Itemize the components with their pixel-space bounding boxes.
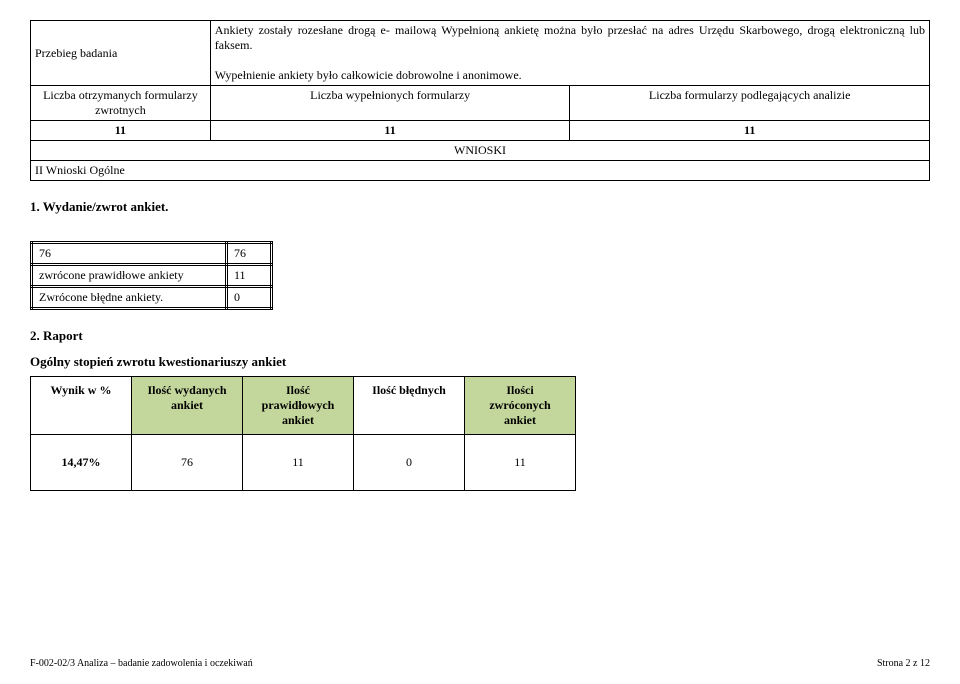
heading-2: 2. Raport bbox=[30, 328, 930, 344]
rh1: Wynik w % bbox=[31, 377, 132, 435]
header-col2: Liczba wypełnionych formularzy bbox=[210, 86, 570, 121]
header-col3: Liczba formularzy podlegających analizie bbox=[570, 86, 930, 121]
header-col1: Liczba otrzymanych formularzy zwrotnych bbox=[31, 86, 211, 121]
rh5: Ilości zwróconych ankiet bbox=[465, 377, 576, 435]
small-r2c2: 11 bbox=[227, 265, 272, 287]
small-r2c1: zwrócone prawidłowe ankiety bbox=[32, 265, 227, 287]
small-r3c2: 0 bbox=[227, 287, 272, 309]
small-r1c2: 76 bbox=[227, 243, 272, 265]
small-r1c1: 76 bbox=[32, 243, 227, 265]
rc5: 11 bbox=[465, 435, 576, 491]
rh2: Ilość wydanych ankiet bbox=[132, 377, 243, 435]
przebieg-cell: Przebieg badania bbox=[31, 21, 211, 86]
description-text: Ankiety zostały rozesłane drogą e- mailo… bbox=[215, 23, 925, 53]
rc4: 0 bbox=[354, 435, 465, 491]
footer-right: Strona 2 z 12 bbox=[877, 658, 930, 669]
wnioski-cell: WNIOSKI bbox=[31, 141, 930, 161]
footer-left: F-002-02/3 Analiza – badanie zadowolenia… bbox=[30, 658, 253, 669]
value-col2: 11 bbox=[210, 121, 570, 141]
description-cell: Ankiety zostały rozesłane drogą e- mailo… bbox=[210, 21, 929, 86]
value-col1: 11 bbox=[31, 121, 211, 141]
small-table: 76 76 zwrócone prawidłowe ankiety 11 Zwr… bbox=[30, 241, 273, 310]
value-col3: 11 bbox=[570, 121, 930, 141]
report-table: Wynik w % Ilość wydanych ankiet Ilość pr… bbox=[30, 376, 576, 491]
rh3: Ilość prawidłowych ankiet bbox=[243, 377, 354, 435]
rc2: 76 bbox=[132, 435, 243, 491]
rc3: 11 bbox=[243, 435, 354, 491]
footer: F-002-02/3 Analiza – badanie zadowolenia… bbox=[30, 658, 930, 669]
rh4: Ilość błędnych bbox=[354, 377, 465, 435]
subline-text: Wypełnienie ankiety było całkowicie dobr… bbox=[215, 68, 925, 83]
rc1: 14,47% bbox=[31, 435, 132, 491]
section-ii-cell: II Wnioski Ogólne bbox=[31, 161, 930, 181]
heading-1: 1. Wydanie/zwrot ankiet. bbox=[30, 199, 930, 215]
small-r3c1: Zwrócone błędne ankiety. bbox=[32, 287, 227, 309]
report-title: Ogólny stopień zwrotu kwestionariuszy an… bbox=[30, 354, 930, 370]
main-table: Przebieg badania Ankiety zostały rozesła… bbox=[30, 20, 930, 181]
